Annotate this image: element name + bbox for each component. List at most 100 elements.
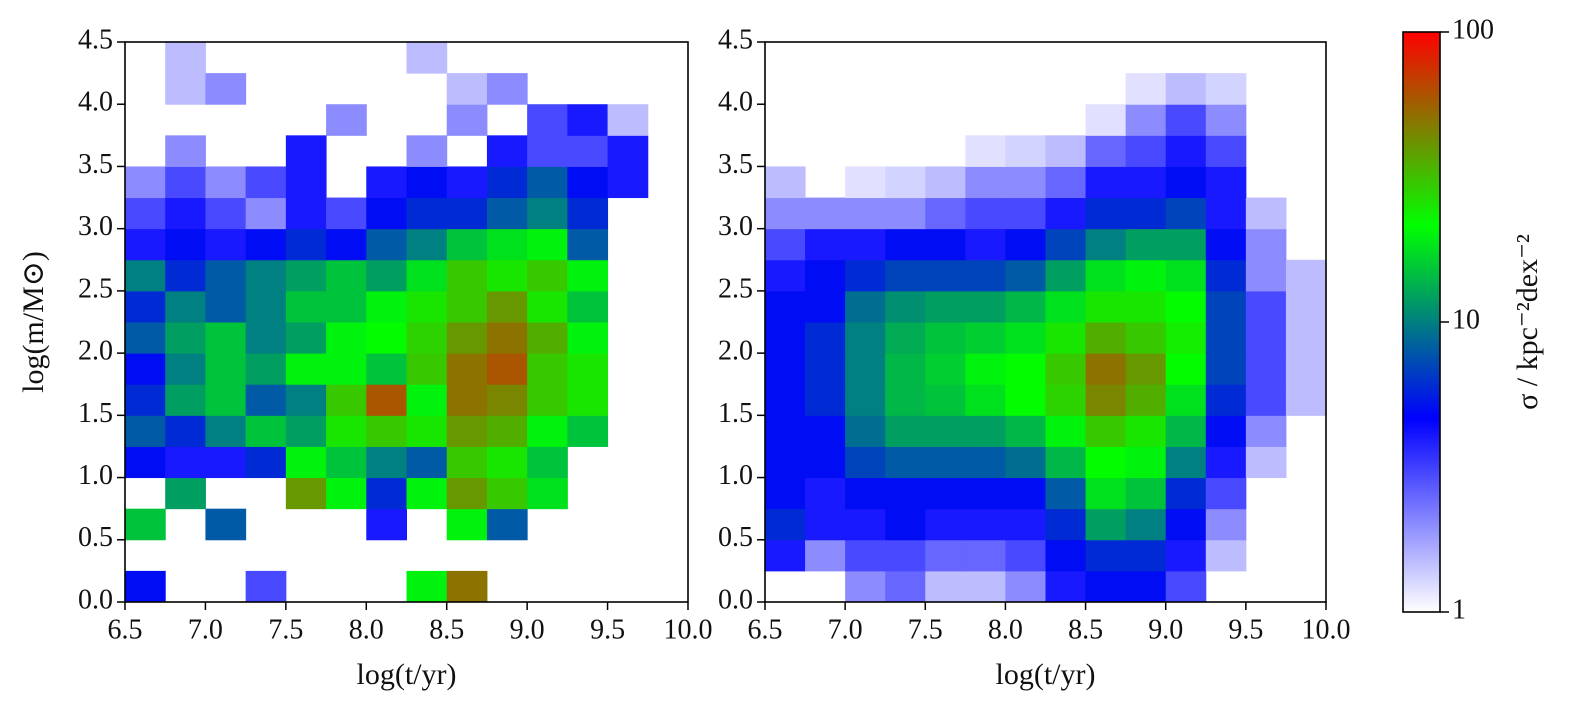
x-tick-label: 8.0 bbox=[988, 614, 1023, 645]
heatmap-cell bbox=[1085, 415, 1127, 447]
heatmap-cell bbox=[1205, 353, 1247, 385]
heatmap-cell bbox=[805, 446, 846, 479]
heatmap-cell bbox=[1285, 259, 1327, 292]
y-tick-label: 2.0 bbox=[78, 336, 113, 367]
heatmap-cell bbox=[925, 415, 966, 447]
heatmap-cell bbox=[527, 197, 568, 230]
y-tick-label: 2.0 bbox=[718, 336, 753, 367]
heatmap-cell bbox=[805, 539, 846, 572]
heatmap-cell bbox=[366, 384, 407, 416]
heatmap-cell bbox=[245, 197, 287, 230]
heatmap-cell bbox=[1125, 415, 1167, 447]
heatmap-cell bbox=[1085, 259, 1127, 292]
heatmap-cell bbox=[406, 322, 448, 354]
x-tick-label: 6.5 bbox=[748, 614, 783, 645]
heatmap-cell bbox=[486, 228, 528, 261]
heatmap-cell bbox=[1085, 353, 1127, 385]
heatmap-cell bbox=[965, 477, 1006, 510]
heatmap-cell bbox=[845, 228, 886, 261]
heatmap-cell bbox=[1085, 228, 1127, 261]
heatmap-cell bbox=[366, 353, 407, 385]
heatmap-cell bbox=[366, 415, 407, 447]
heatmap-cell bbox=[527, 166, 568, 199]
heatmap-cell bbox=[1005, 415, 1046, 447]
heatmap-cell bbox=[845, 508, 886, 541]
heatmap-cell bbox=[366, 446, 407, 479]
heatmap-cell bbox=[1085, 166, 1127, 199]
heatmap-cell bbox=[406, 259, 448, 292]
heatmap-cell bbox=[845, 539, 886, 572]
heatmap-cell bbox=[165, 166, 206, 199]
y-tick-label: 2.5 bbox=[78, 273, 113, 304]
x-axis-label: log(t/yr) bbox=[357, 658, 457, 691]
heatmap-cell bbox=[486, 446, 528, 479]
heatmap-cell bbox=[1125, 73, 1167, 105]
heatmap-cell bbox=[406, 197, 448, 230]
heatmap-cell bbox=[326, 446, 367, 479]
heatmap-cell bbox=[1285, 353, 1327, 385]
heatmap-cell bbox=[527, 477, 568, 510]
heatmap-cell bbox=[965, 166, 1006, 199]
heatmap-cell bbox=[1085, 290, 1127, 323]
heatmap-cell bbox=[326, 415, 367, 447]
heatmap-cell bbox=[607, 166, 649, 199]
heatmap-cell bbox=[406, 384, 448, 416]
heatmap-cell bbox=[446, 384, 488, 416]
x-tick-label: 8.5 bbox=[1068, 614, 1103, 645]
heatmap-cell bbox=[1125, 570, 1167, 603]
heatmap-cell bbox=[925, 477, 966, 510]
heatmap-cell bbox=[205, 166, 247, 199]
heatmap-cell bbox=[125, 570, 166, 603]
heatmap-cell bbox=[1085, 197, 1127, 230]
heatmap-cell bbox=[925, 290, 966, 323]
y-tick-label: 0.0 bbox=[78, 584, 113, 615]
heatmap-cell bbox=[165, 73, 206, 105]
heatmap-cell bbox=[326, 290, 367, 323]
heatmap-cell bbox=[486, 166, 528, 199]
heatmap-cell bbox=[885, 166, 926, 199]
heatmap-cell bbox=[1005, 477, 1046, 510]
heatmap-cell bbox=[1165, 73, 1207, 105]
heatmap-cell bbox=[1285, 322, 1327, 354]
heatmap-cell bbox=[885, 322, 926, 354]
heatmap-cell bbox=[486, 322, 528, 354]
heatmap-cell bbox=[1005, 322, 1046, 354]
y-tick-label: 4.5 bbox=[718, 24, 753, 55]
heatmap-cell bbox=[285, 477, 327, 510]
heatmap-cell bbox=[1165, 228, 1207, 261]
heatmap-cell bbox=[765, 228, 806, 261]
heatmap-cell bbox=[805, 508, 846, 541]
heatmap-cell bbox=[1125, 135, 1167, 167]
heatmap-cell bbox=[406, 228, 448, 261]
heatmap-cell bbox=[1165, 322, 1207, 354]
y-tick-label: 1.0 bbox=[78, 460, 113, 491]
heatmap-cell bbox=[125, 259, 166, 292]
heatmap-cell bbox=[1085, 446, 1127, 479]
heatmap-cell bbox=[1005, 135, 1046, 167]
heatmap-cell bbox=[805, 415, 846, 447]
heatmap-cell bbox=[446, 73, 488, 105]
heatmap-cell bbox=[285, 166, 327, 199]
heatmap-cell bbox=[446, 197, 488, 230]
heatmap-cell bbox=[406, 570, 448, 603]
heatmap-cell bbox=[1205, 384, 1247, 416]
heatmap-cell bbox=[885, 508, 926, 541]
heatmap-cell bbox=[1245, 322, 1287, 354]
x-tick-label: 9.5 bbox=[1228, 614, 1263, 645]
heatmap-cell bbox=[446, 166, 488, 199]
heatmap-cell bbox=[1285, 290, 1327, 323]
heatmap-cell bbox=[805, 353, 846, 385]
heatmap-cell bbox=[125, 322, 166, 354]
axes-frame bbox=[124, 41, 689, 603]
heatmap-cell bbox=[1125, 508, 1167, 541]
heatmap-cell bbox=[285, 135, 327, 167]
heatmap-cell bbox=[1205, 477, 1247, 510]
x-tick-label: 8.0 bbox=[349, 614, 384, 645]
heatmap-cell bbox=[406, 135, 448, 167]
heatmap-cell bbox=[845, 570, 886, 603]
heatmap-cell bbox=[527, 384, 568, 416]
heatmap-cell bbox=[165, 290, 206, 323]
heatmap-cell bbox=[805, 322, 846, 354]
heatmap-cell bbox=[366, 166, 407, 199]
